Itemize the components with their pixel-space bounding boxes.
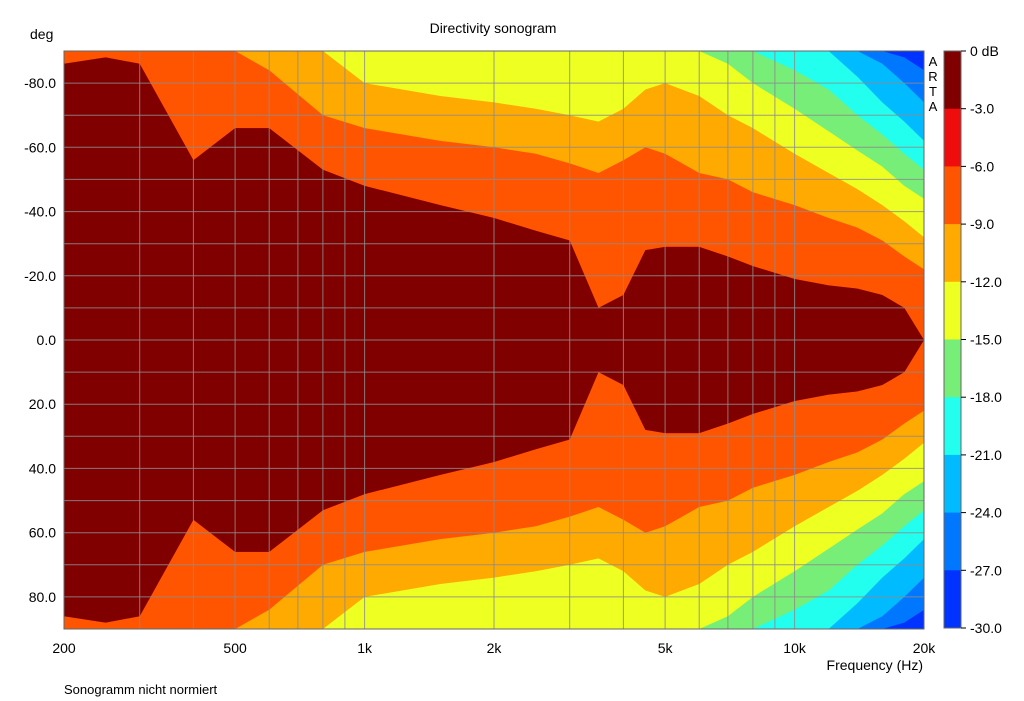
colorbar-swatch [944,108,961,167]
watermark-letter: T [929,84,937,99]
y-tick-label: -80.0 [24,75,56,91]
y-tick-label: 20.0 [29,396,56,412]
colorbar-label: -18.0 [970,389,1002,405]
x-tick-label: 10k [783,640,807,656]
chart-title: Directivity sonogram [430,20,557,36]
colorbar: 0 dB -3.0 -6.0 -9.0 -12.0 -15.0 -18.0 -21.0 -24.… [943,43,1002,636]
colorbar-swatch [944,224,961,283]
grid-lines [63,51,925,629]
y-tick-label: -40.0 [24,204,56,220]
colorbar-swatch [944,454,961,514]
y-tick-label: -20.0 [24,268,56,284]
y-tick-label: 40.0 [29,460,56,476]
colorbar-label: -27.0 [970,562,1002,578]
colorbar-label: -30.0 [970,620,1002,636]
colorbar-swatch [944,570,961,629]
watermark-letter: A [929,54,938,69]
x-tick-label: 20k [913,640,937,656]
colorbar-label: -6.0 [970,158,994,174]
colorbar-label: -3.0 [970,101,994,117]
colorbar-label: -12.0 [970,274,1002,290]
colorbar-swatch [944,512,961,571]
watermark-letter: R [928,69,937,84]
y-tick-label: 0.0 [37,332,57,348]
colorbar-label: -21.0 [970,447,1002,463]
x-tick-label: 2k [487,640,503,656]
colorbar-label: -9.0 [970,216,994,232]
colorbar-swatch [944,51,961,110]
colorbar-label: -15.0 [970,332,1002,348]
x-tick-label: 1k [357,640,373,656]
x-tick-labels: 200 500 1k 2k 5k 10k 20k [52,640,936,656]
colorbar-swatch [944,281,961,340]
x-axis-label: Frequency (Hz) [827,657,923,673]
plot-frame [63,50,925,630]
colorbar-swatch [944,166,961,225]
colorbar-swatch [944,397,961,456]
y-tick-labels: -80.0 -60.0 -40.0 -20.0 0.0 20.0 40.0 60.0 80.0 [24,75,56,605]
colorbar-label: 0 dB [970,43,999,59]
x-tick-label: 200 [52,640,76,656]
colorbar-swatch [944,339,961,398]
x-tick-label: 500 [223,640,247,656]
footnote: Sonogramm nicht normiert [64,682,218,697]
y-tick-label: 80.0 [29,589,56,605]
y-tick-label: 60.0 [29,525,56,541]
watermark-letter: A [929,99,938,114]
x-tick-label: 5k [658,640,674,656]
colorbar-label: -24.0 [970,505,1002,521]
y-axis-label: deg [30,26,53,42]
y-tick-label: -60.0 [24,139,56,155]
